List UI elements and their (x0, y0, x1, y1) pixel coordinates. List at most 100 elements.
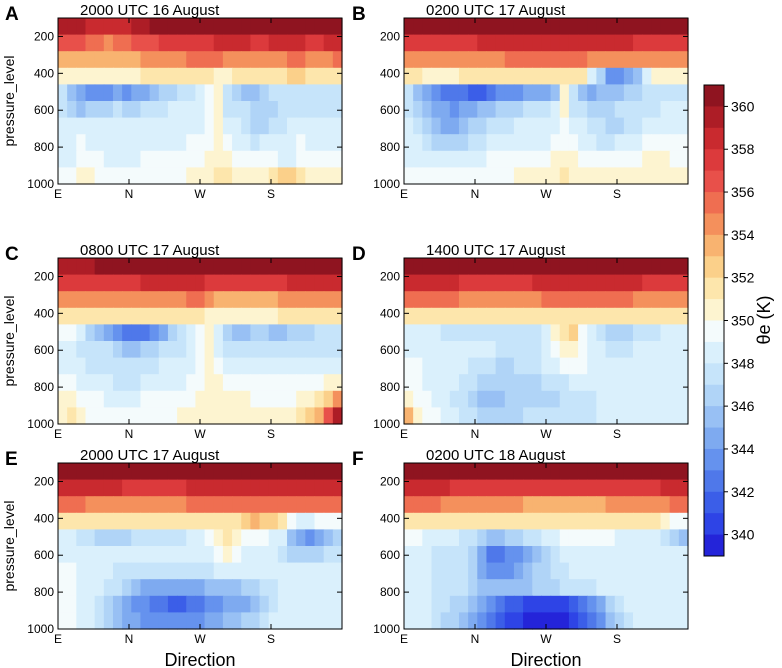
heatmap-cell (596, 274, 607, 292)
heatmap-cell (131, 357, 142, 375)
heatmap-cell (578, 374, 588, 392)
heatmap-cell (131, 67, 142, 85)
heatmap-cell (504, 291, 515, 309)
heatmap-cell (232, 579, 242, 597)
heatmap-cell (660, 595, 671, 613)
heatmap-cell (605, 546, 616, 564)
heatmap-cell (204, 324, 215, 342)
heatmap-cell (323, 51, 334, 69)
heatmap-cell (204, 134, 215, 152)
heatmap-cell (504, 529, 515, 547)
heatmap-cell (651, 84, 662, 102)
heatmap-cell (259, 463, 270, 481)
heatmap-cell (222, 546, 233, 564)
heatmap-cell (167, 307, 178, 325)
heatmap-cell (149, 167, 160, 185)
heatmap-cell (259, 150, 270, 168)
heatmap-cell (94, 579, 105, 597)
heatmap-cell (587, 496, 597, 514)
heatmap-cell (678, 258, 689, 276)
heatmap-cell (532, 479, 543, 497)
heatmap-cell (477, 51, 488, 69)
heatmap-cell (149, 134, 160, 152)
heatmap-cell (213, 407, 224, 425)
heatmap-cell (222, 374, 233, 392)
heatmap-cell (614, 579, 625, 597)
heatmap-cell (232, 562, 242, 580)
heatmap-cell (633, 67, 643, 85)
heatmap-cell (449, 407, 460, 425)
heatmap-cell (112, 274, 123, 292)
heatmap-cell (131, 274, 142, 292)
heatmap-cell (596, 18, 607, 36)
heatmap-cell (642, 67, 652, 85)
heatmap-cell (678, 291, 689, 309)
heatmap-cell (404, 496, 414, 514)
heatmap-cell (458, 258, 469, 276)
heatmap-cell (413, 463, 423, 481)
heatmap-cell (587, 101, 597, 119)
heatmap-cell (296, 67, 306, 85)
heatmap-cell (323, 67, 334, 85)
heatmap-cell (413, 18, 423, 36)
heatmap-cell (422, 67, 433, 85)
heatmap-cell (523, 595, 533, 613)
heatmap-cell (596, 579, 607, 597)
heatmap-cell (58, 67, 68, 85)
heatmap-cell (651, 579, 662, 597)
heatmap-cell (623, 579, 634, 597)
heatmap-cell (287, 407, 297, 425)
heatmap-cell (532, 546, 543, 564)
heatmap-cell (204, 117, 215, 135)
heatmap-cell (651, 479, 662, 497)
heatmap-cell (296, 357, 306, 375)
heatmap-cell (94, 612, 105, 630)
heatmap-cell (296, 307, 306, 325)
heatmap-cell (431, 579, 442, 597)
heatmap-cell (268, 67, 279, 85)
heatmap-cell (568, 595, 579, 613)
heatmap-cell (633, 84, 643, 102)
heatmap-cell (67, 167, 77, 185)
heatmap-cell (167, 167, 178, 185)
heatmap-cell (259, 307, 270, 325)
heatmap-cell (504, 374, 515, 392)
heatmap-cell (413, 307, 423, 325)
heatmap-cell (596, 291, 607, 309)
heatmap-cell (614, 167, 625, 185)
heatmap-cell (204, 463, 215, 481)
heatmap-cell (404, 512, 414, 530)
heatmap-cell (678, 479, 689, 497)
heatmap-cell (568, 374, 579, 392)
heatmap-cell (241, 496, 251, 514)
heatmap-cell (614, 134, 625, 152)
heatmap-cell (605, 84, 616, 102)
heatmap-cell (440, 579, 451, 597)
heatmap-cell (323, 117, 334, 135)
heatmap-cell (669, 291, 680, 309)
heatmap-cell (195, 274, 206, 292)
heatmap-cell (296, 374, 306, 392)
heatmap-cell (477, 117, 488, 135)
heatmap-cell (305, 357, 316, 375)
heatmap-cell (195, 307, 206, 325)
heatmap-cell (277, 407, 288, 425)
heatmap-cell (642, 34, 652, 52)
heatmap-cell (404, 101, 414, 119)
heatmap-cell (103, 512, 114, 530)
heatmap-cell (660, 291, 671, 309)
heatmap-cell (660, 274, 671, 292)
heatmap-cell (578, 595, 588, 613)
heatmap-cell (149, 579, 160, 597)
heatmap-cell (122, 496, 132, 514)
heatmap-cell (67, 612, 77, 630)
heatmap-cell (422, 18, 433, 36)
heatmap-cell (332, 150, 343, 168)
heatmap-cell (158, 512, 169, 530)
heatmap-cell (431, 496, 442, 514)
heatmap-cell (158, 595, 169, 613)
heatmap-cell (477, 34, 488, 52)
heatmap-cell (458, 134, 469, 152)
